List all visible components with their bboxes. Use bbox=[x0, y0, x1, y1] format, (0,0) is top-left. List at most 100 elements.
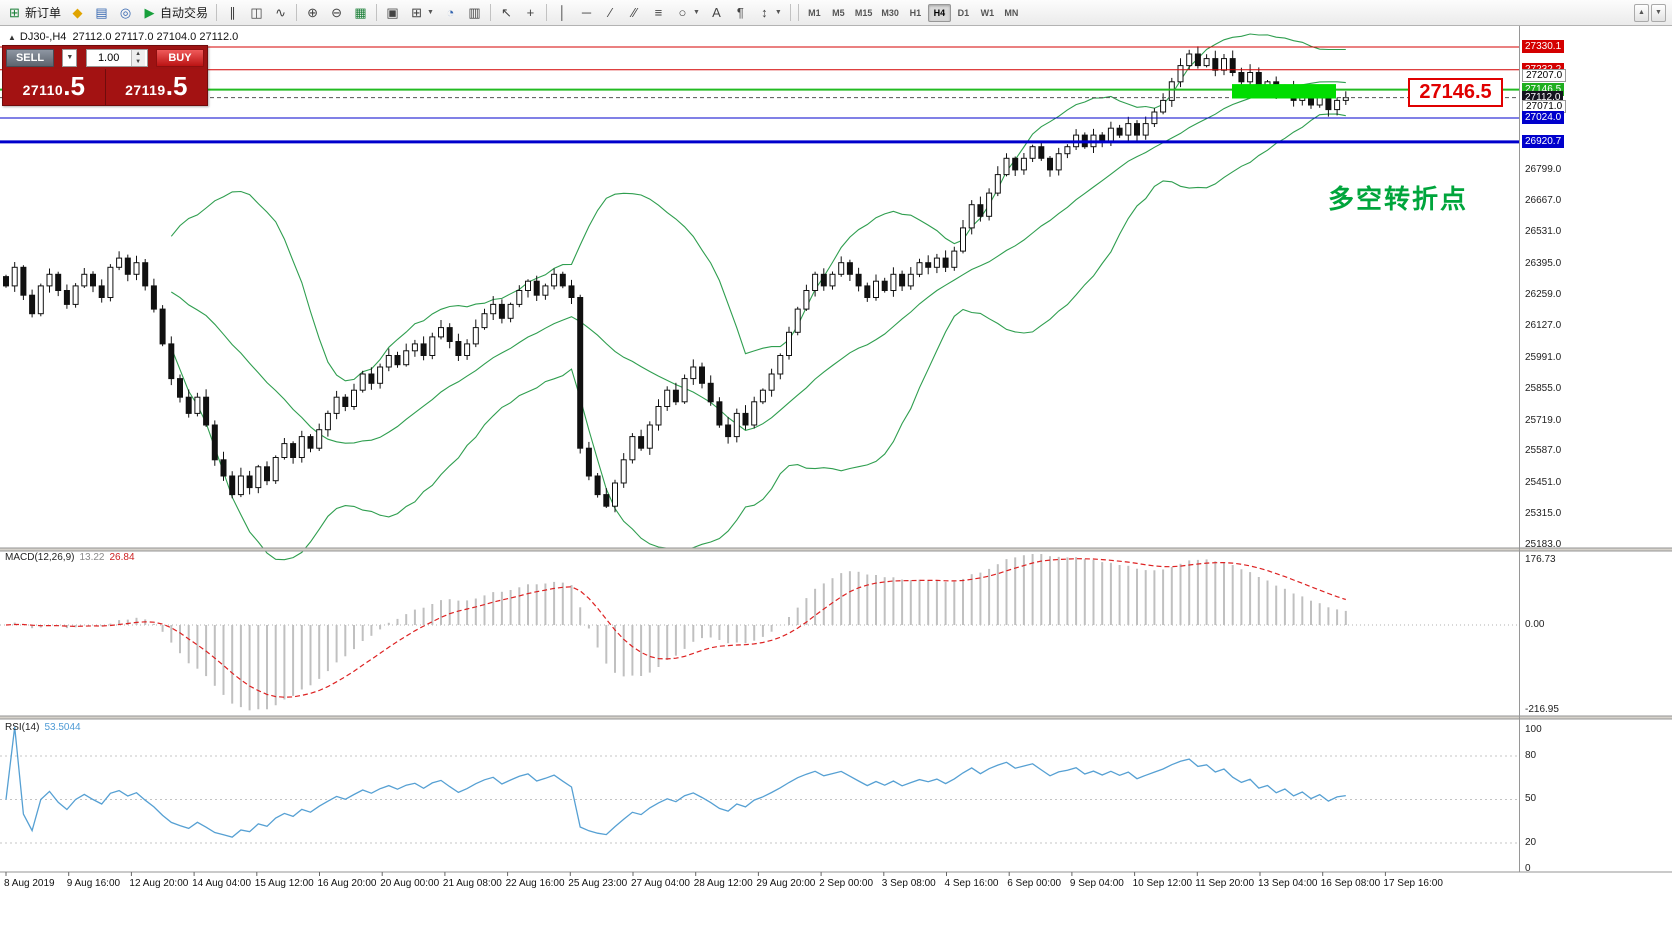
chart-line-button[interactable]: ∿ bbox=[269, 2, 292, 24]
fibonacci-button[interactable]: ≡ bbox=[647, 2, 670, 24]
panel-separator[interactable] bbox=[0, 716, 1672, 719]
candle-body bbox=[133, 262, 140, 275]
chart-candles-button[interactable]: ◫ bbox=[245, 2, 268, 24]
toolbar-scroll-down-button[interactable]: ▼ bbox=[1651, 3, 1666, 22]
text-label-button[interactable]: ¶ bbox=[729, 2, 752, 24]
candle-body bbox=[1160, 99, 1167, 113]
timeframe-m15-button[interactable]: M15 bbox=[854, 7, 873, 18]
volume-down-button[interactable]: ▼ bbox=[131, 57, 145, 66]
candle-body bbox=[786, 331, 792, 356]
candle-body bbox=[777, 355, 784, 375]
candle-body bbox=[481, 313, 488, 329]
new-chart-dropdown-icon[interactable]: ▼ bbox=[427, 9, 434, 16]
price-callout-box[interactable]: 27146.5 bbox=[1408, 78, 1503, 107]
trendline-button[interactable]: ∕ bbox=[599, 2, 622, 24]
rsi-axis-label: 100 bbox=[1525, 724, 1542, 735]
navigator-button[interactable]: ◎ bbox=[114, 2, 137, 24]
candle-body bbox=[351, 389, 357, 408]
market-watch-icon: ◆ bbox=[72, 4, 83, 20]
candle-body bbox=[20, 266, 27, 296]
rsi-axis-label: 20 bbox=[1525, 837, 1537, 848]
candle-body bbox=[168, 343, 175, 380]
panel-separator[interactable] bbox=[0, 548, 1672, 551]
axis-tick-label: 25451.0 bbox=[1525, 476, 1562, 488]
timeframe-d1-button[interactable]: D1 bbox=[957, 7, 970, 18]
shapes-icon: ○ bbox=[678, 4, 687, 20]
timeframe-mn-button[interactable]: MN bbox=[1004, 7, 1019, 18]
timeframe-m1-button[interactable]: M1 bbox=[808, 7, 821, 18]
shapes-dropdown-icon[interactable]: ▼ bbox=[692, 9, 700, 16]
channel-icon: ∕∕ bbox=[632, 4, 637, 20]
timeframe-m30-button[interactable]: M30 bbox=[881, 7, 899, 18]
new-order-button[interactable]: ⊞ 新订单 bbox=[3, 2, 65, 24]
crosshair-button[interactable]: + bbox=[519, 2, 542, 24]
cursor-button[interactable]: ↖ bbox=[495, 2, 518, 24]
shapes-button[interactable]: ○ ▼ bbox=[671, 2, 704, 24]
candle-body bbox=[742, 412, 749, 426]
candle-body bbox=[603, 494, 610, 507]
timeframe-h4-button[interactable]: H4 bbox=[927, 3, 951, 22]
candle-body bbox=[420, 343, 427, 356]
candle-body bbox=[446, 327, 453, 343]
candle-body bbox=[72, 285, 79, 305]
zoom-out-button[interactable]: ⊖ bbox=[325, 2, 348, 24]
candle-body bbox=[994, 174, 1001, 194]
new-chart-button[interactable]: ⊞ ▼ bbox=[405, 2, 438, 24]
candle-body bbox=[455, 341, 462, 356]
toolbar-overflow: ▲ ▼ bbox=[1634, 3, 1669, 22]
candle-body bbox=[1107, 127, 1114, 143]
arrows-button[interactable]: ↕ ▼ bbox=[753, 2, 786, 24]
collapse-icon[interactable]: ▲ bbox=[8, 33, 16, 42]
buy-button[interactable]: BUY bbox=[155, 48, 204, 67]
channel-button[interactable]: ∕∕ bbox=[623, 2, 646, 24]
indicators-button[interactable]: ▦ bbox=[349, 2, 372, 24]
green-zone-rect[interactable] bbox=[1232, 84, 1336, 99]
candle-body bbox=[359, 373, 366, 391]
text-button[interactable]: A bbox=[705, 2, 728, 24]
vertical-line-button[interactable]: │ bbox=[551, 2, 574, 24]
price-line-label: 27330.1 bbox=[1522, 40, 1565, 53]
price-scale[interactable]: 27330.127232.227207.027146.527112.027071… bbox=[1519, 26, 1672, 950]
macd-axis-label: 176.73 bbox=[1525, 554, 1556, 565]
candle-body bbox=[672, 389, 679, 403]
time-label: 29 Aug 20:00 bbox=[756, 878, 815, 889]
time-label: 16 Aug 20:00 bbox=[318, 878, 377, 889]
horizontal-line-button[interactable]: ─ bbox=[575, 2, 598, 24]
candle-body bbox=[1055, 153, 1062, 171]
volume-up-button[interactable]: ▲ bbox=[131, 49, 145, 58]
data-window-button[interactable]: ▤ bbox=[90, 2, 113, 24]
candle-body bbox=[37, 285, 44, 315]
candle-body bbox=[246, 475, 253, 489]
time-label: 14 Aug 04:00 bbox=[192, 878, 251, 889]
buy-price[interactable]: 27119 .5 bbox=[105, 69, 207, 105]
chart-bars-button[interactable]: ∥ bbox=[221, 2, 244, 24]
chart-canvas[interactable]: 8 Aug 2019 9 Aug 16:00 12 Aug 20:00 14 Aug … bbox=[0, 26, 1672, 950]
candle-body bbox=[525, 280, 531, 291]
volume-preset-dropdown[interactable]: ▼ bbox=[62, 48, 78, 67]
candle-body bbox=[1142, 123, 1149, 136]
auto-trading-button[interactable]: ▶ 自动交易 bbox=[138, 2, 212, 24]
chart-shift-button[interactable]: ▥ bbox=[463, 2, 486, 24]
timeframe-h1-button[interactable]: H1 bbox=[909, 7, 922, 18]
candle-body bbox=[194, 396, 201, 414]
tile-windows-button[interactable]: ▣ bbox=[381, 2, 404, 24]
zoom-in-button[interactable]: ⊕ bbox=[301, 2, 324, 24]
sell-price[interactable]: 27110 .5 bbox=[3, 69, 106, 105]
sell-button[interactable]: SELL bbox=[6, 48, 54, 67]
toolbar-scroll-up-button[interactable]: ▲ bbox=[1634, 3, 1649, 22]
turning-point-note[interactable]: 多空转折点 bbox=[1328, 184, 1469, 214]
arrows-dropdown-icon[interactable]: ▼ bbox=[774, 9, 782, 16]
timeframe-m5-button[interactable]: M5 bbox=[832, 7, 845, 18]
refresh-button[interactable]: ◔ bbox=[439, 2, 462, 24]
time-axis[interactable]: 8 Aug 2019 9 Aug 16:00 12 Aug 20:00 14 Aug … bbox=[4, 872, 1443, 889]
time-label: 12 Aug 20:00 bbox=[129, 878, 188, 889]
chart-objects[interactable] bbox=[0, 46, 1519, 144]
candle-body bbox=[1003, 157, 1010, 176]
market-watch-button[interactable]: ◆ bbox=[66, 2, 89, 24]
volume-input[interactable] bbox=[86, 49, 131, 66]
timeframe-w1-button[interactable]: W1 bbox=[980, 7, 995, 18]
chart-title-bar: ▲ DJ30-,H4 27112.0 27117.0 27104.0 27112.… bbox=[8, 31, 238, 43]
candle-body bbox=[812, 273, 819, 292]
axis-tick-label: 26531.0 bbox=[1525, 226, 1562, 238]
time-label: 25 Aug 23:00 bbox=[568, 878, 627, 889]
